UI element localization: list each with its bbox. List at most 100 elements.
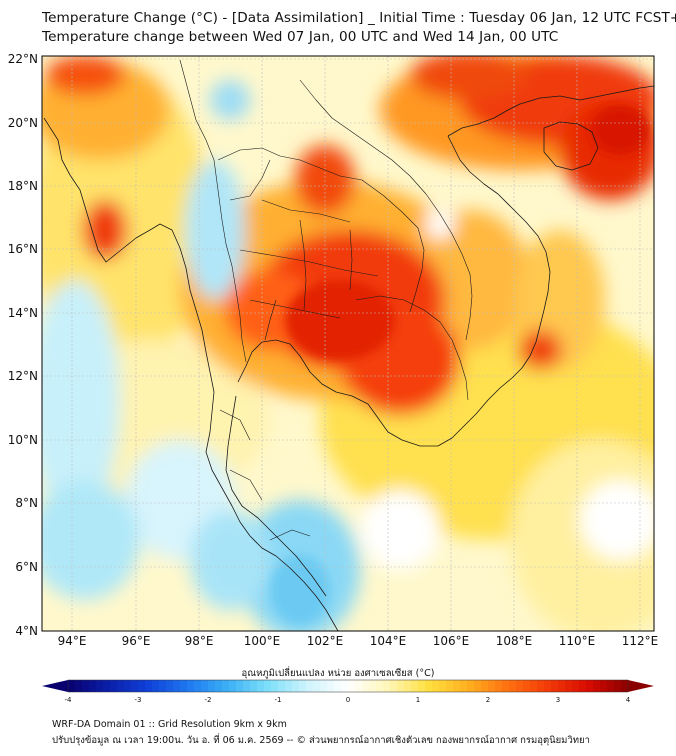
- colorbar-segment: [96, 680, 104, 692]
- colorbar-segment: [187, 680, 195, 692]
- colorbar-segment: [614, 680, 622, 692]
- lat-label: 10°N: [8, 433, 38, 447]
- colorbar-segment: [537, 680, 545, 692]
- map-frame: [41, 55, 655, 632]
- colorbar-tick-label: 3: [556, 696, 560, 704]
- colorbar-segment: [376, 680, 384, 692]
- lon-label: 110°E: [559, 634, 596, 648]
- lon-label: 98°E: [185, 634, 214, 648]
- lon-label: 106°E: [433, 634, 470, 648]
- lat-label: 18°N: [8, 179, 38, 193]
- borders: [179, 59, 473, 541]
- colorbar-segment: [558, 680, 566, 692]
- colorbar-ticks: -4 -3 -2 -1 0 1 2 3 4: [65, 696, 631, 704]
- colorbar-segment: [432, 680, 440, 692]
- colorbar-segment: [138, 680, 146, 692]
- colorbar-tick-label: 2: [486, 696, 490, 704]
- lon-label: 100°E: [244, 634, 281, 648]
- lat-label: 20°N: [8, 116, 38, 130]
- colorbar-segment: [523, 680, 531, 692]
- colorbar-segment: [110, 680, 118, 692]
- colorbar-segment: [509, 680, 517, 692]
- colorbar-tick-label: 4: [626, 696, 631, 704]
- colorbar-tick-label: -2: [205, 696, 212, 704]
- colorbar-segment: [341, 680, 349, 692]
- colorbar-segment: [390, 680, 398, 692]
- colorbar-segment: [166, 680, 174, 692]
- longitude-labels: 94°E 96°E 98°E 100°E 102°E 104°E 106°E 1…: [58, 634, 659, 648]
- map-title: Temperature Change (°C) - [Data Assimila…: [42, 10, 676, 26]
- colorbar-segment: [572, 680, 580, 692]
- colorbar-segment: [453, 680, 461, 692]
- colorbar-title: อุณหภูมิเปลี่ยนแปลง หน่วย องศาเซลเซียส (…: [241, 668, 435, 679]
- colorbar-segment: [418, 680, 426, 692]
- lon-label: 108°E: [496, 634, 533, 648]
- colorbar-segment: [383, 680, 391, 692]
- colorbar: -4 -3 -2 -1 0 1 2 3 4: [42, 679, 654, 704]
- colorbar-segment: [124, 680, 132, 692]
- colorbar-segment: [362, 680, 370, 692]
- colorbar-segment: [306, 680, 314, 692]
- colorbar-segment: [194, 680, 202, 692]
- colorbar-segment: [593, 680, 601, 692]
- colorbar-segment: [530, 680, 538, 692]
- colorbar-segment: [222, 680, 230, 692]
- lat-label: 12°N: [8, 369, 38, 383]
- lon-label: 102°E: [307, 634, 344, 648]
- colorbar-segment: [446, 680, 454, 692]
- colorbar-segment: [460, 680, 468, 692]
- colorbar-right-arrow: [628, 680, 654, 692]
- colorbar-tick-label: -4: [65, 696, 73, 704]
- footer-credit: ปรับปรุงข้อมูล ณ เวลา 19:00น. วัน อ. ที่…: [52, 735, 590, 746]
- colorbar-left-arrow: [42, 680, 68, 692]
- colorbar-segment: [75, 680, 83, 692]
- colorbar-segment: [565, 680, 573, 692]
- lat-label: 22°N: [8, 52, 38, 66]
- colorbar-segment: [495, 680, 503, 692]
- gridlines: [42, 56, 654, 631]
- colorbar-segment: [579, 680, 587, 692]
- colorbar-segment: [299, 680, 307, 692]
- colorbar-segment: [502, 680, 510, 692]
- colorbar-segment: [474, 680, 482, 692]
- colorbar-tick-label: -3: [135, 696, 142, 704]
- colorbar-segment: [159, 680, 167, 692]
- colorbar-segment: [355, 680, 363, 692]
- lat-label: 4°N: [15, 624, 38, 638]
- colorbar-segment: [145, 680, 153, 692]
- colorbar-segment: [208, 680, 216, 692]
- colorbar-segment: [250, 680, 258, 692]
- lat-label: 8°N: [15, 496, 38, 510]
- colorbar-segment: [131, 680, 139, 692]
- colorbar-tick-label: -1: [275, 696, 282, 704]
- colorbar-segment: [215, 680, 223, 692]
- colorbar-segment: [516, 680, 524, 692]
- lat-label: 6°N: [15, 560, 38, 574]
- colorbar-tick-label: 1: [416, 696, 420, 704]
- colorbar-segment: [285, 680, 293, 692]
- colorbar-segment: [117, 680, 125, 692]
- colorbar-segment: [243, 680, 251, 692]
- colorbar-segment: [439, 680, 447, 692]
- colorbar-segment: [236, 680, 244, 692]
- lon-label: 94°E: [58, 634, 87, 648]
- lat-label: 16°N: [8, 242, 38, 256]
- colorbar-segment: [201, 680, 209, 692]
- colorbar-segment: [600, 680, 608, 692]
- colorbar-segment: [404, 680, 412, 692]
- colorbar-segment: [278, 680, 286, 692]
- latitude-labels: 22°N 20°N 18°N 16°N 14°N 12°N 10°N 8°N 6…: [8, 52, 38, 638]
- colorbar-segment: [621, 680, 629, 692]
- colorbar-segment: [229, 680, 237, 692]
- colorbar-segment: [425, 680, 433, 692]
- colorbar-segment: [327, 680, 335, 692]
- colorbar-segment: [369, 680, 377, 692]
- colorbar-segment: [313, 680, 321, 692]
- lon-label: 96°E: [122, 634, 151, 648]
- colorbar-segment: [467, 680, 475, 692]
- colorbar-segment: [180, 680, 188, 692]
- lat-label: 14°N: [8, 306, 38, 320]
- colorbar-segment: [334, 680, 342, 692]
- map-subtitle: Temperature change between Wed 07 Jan, 0…: [42, 29, 559, 45]
